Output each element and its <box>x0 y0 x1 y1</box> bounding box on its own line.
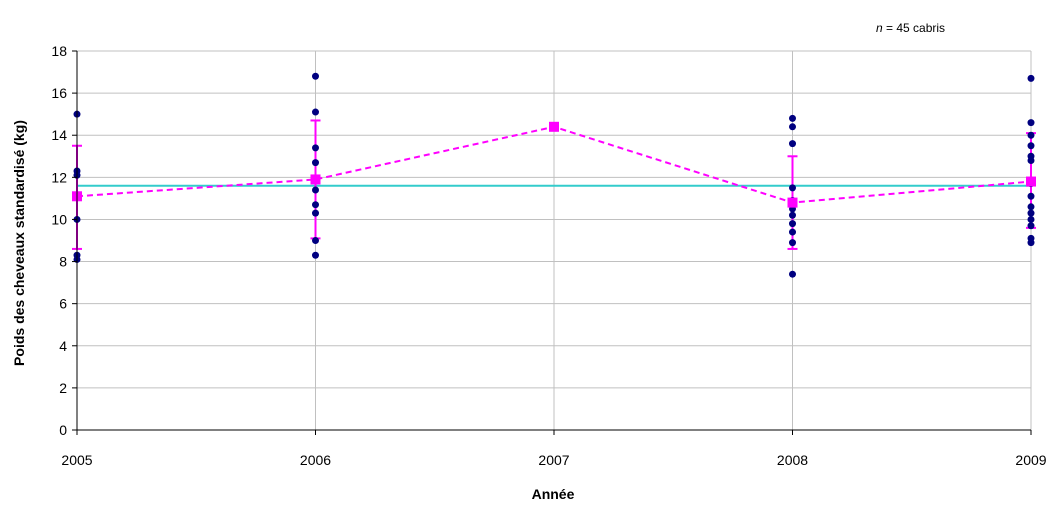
data-point <box>1027 222 1035 230</box>
mean-marker <box>787 197 798 208</box>
data-point <box>789 239 796 247</box>
data-point <box>1027 131 1035 139</box>
data-point <box>1027 192 1035 200</box>
data-point <box>789 123 796 131</box>
data-point <box>312 108 319 116</box>
data-point <box>312 251 319 259</box>
data-point <box>312 144 319 152</box>
y-tick-label: 2 <box>59 380 67 396</box>
data-point <box>789 140 796 148</box>
data-point <box>789 114 796 122</box>
x-tick-label: 2008 <box>777 452 808 468</box>
y-axis-title: Poids des cheveaux standardisé (kg) <box>11 120 27 366</box>
y-tick-label: 16 <box>51 85 67 101</box>
x-tick-label: 2006 <box>300 452 331 468</box>
data-point <box>789 211 796 219</box>
x-tick-label: 2007 <box>538 452 569 468</box>
data-point <box>312 209 319 217</box>
x-tick-label: 2009 <box>1015 452 1046 468</box>
data-point <box>312 72 319 80</box>
data-point <box>789 228 796 236</box>
data-point <box>312 159 319 167</box>
mean-marker <box>310 174 321 185</box>
data-point <box>1027 215 1035 223</box>
tick-labels: 0 2 4 6 8 10 12 14 16 18 2005 2006 2007 2008 2009 <box>51 43 1046 468</box>
mean-marker <box>549 121 559 132</box>
data-point <box>789 184 796 192</box>
data-point <box>1027 239 1035 247</box>
sample-size-symbol: n <box>876 21 883 35</box>
data-point <box>1027 203 1035 211</box>
y-tick-label: 14 <box>51 127 67 143</box>
data-point <box>312 186 319 194</box>
y-tick-label: 0 <box>59 422 67 438</box>
data-point <box>312 201 319 209</box>
mean-marker <box>1026 176 1036 187</box>
data-point <box>1027 74 1035 82</box>
sample-size-text: = 45 cabris <box>883 21 945 35</box>
data-point <box>1027 156 1035 164</box>
y-tick-label: 6 <box>59 296 67 312</box>
data-point <box>1027 119 1035 127</box>
y-tick-label: 12 <box>51 169 67 185</box>
data-point <box>789 220 796 228</box>
data-point <box>312 237 319 244</box>
sample-size-note: n = 45 cabris <box>876 21 945 35</box>
y-tick-label: 10 <box>51 211 67 227</box>
data-point <box>789 270 796 278</box>
data-point <box>1027 209 1035 217</box>
data-point <box>1027 142 1035 150</box>
y-tick-label: 4 <box>59 338 67 354</box>
y-tick-label: 18 <box>51 43 67 59</box>
x-axis-title: Année <box>532 486 575 502</box>
x-tick-label: 2005 <box>61 452 92 468</box>
gridlines <box>76 50 1032 430</box>
axes <box>72 50 1032 435</box>
y-tick-label: 8 <box>59 254 67 270</box>
